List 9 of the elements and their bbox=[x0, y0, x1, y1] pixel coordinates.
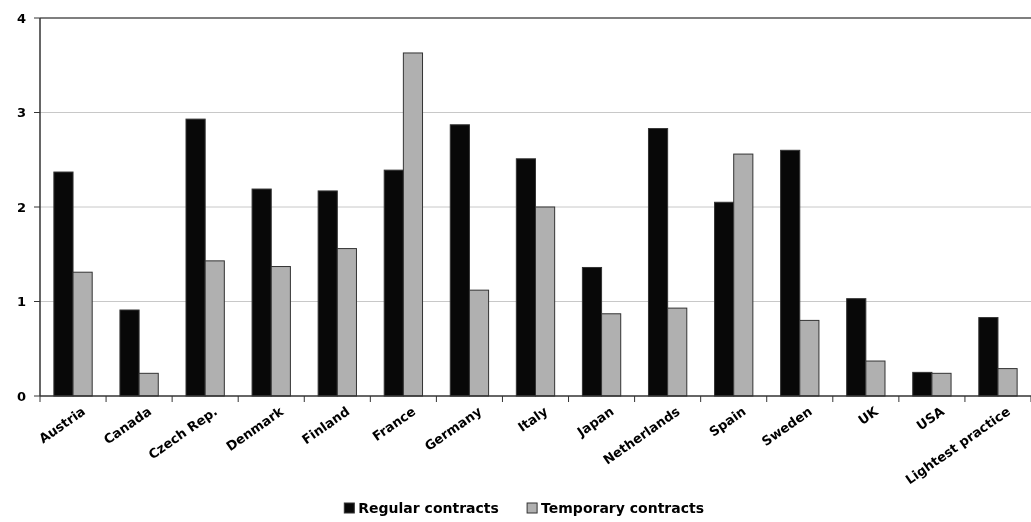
x-tick-label: UK bbox=[855, 403, 882, 428]
legend-label: Temporary contracts bbox=[541, 499, 705, 516]
y-tick-label: 1 bbox=[16, 294, 26, 310]
y-tick-label: 4 bbox=[16, 10, 26, 26]
x-tick-label: USA bbox=[913, 403, 947, 434]
y-tick-label: 2 bbox=[16, 199, 26, 215]
y-tick-label: 3 bbox=[16, 105, 26, 121]
y-tick-label: 0 bbox=[16, 388, 26, 404]
legend-label: Regular contracts bbox=[358, 499, 499, 516]
